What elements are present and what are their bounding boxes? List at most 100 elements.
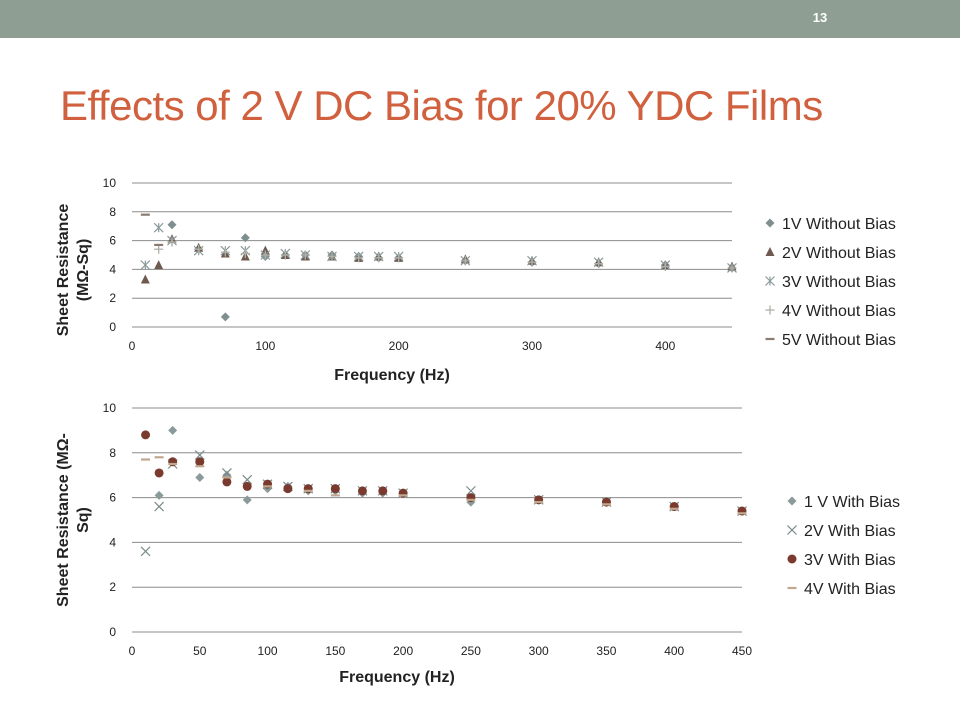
x-tick-label: 200 <box>389 339 409 353</box>
series-5 <box>140 213 164 247</box>
data-point <box>594 259 604 269</box>
y-tick-label: 10 <box>103 176 117 190</box>
legend-marker <box>765 305 775 315</box>
legend-entry: 3V Without Bias <box>782 274 896 291</box>
series-2 <box>140 450 747 557</box>
legend-entry: 3V With Bias <box>804 552 896 569</box>
legend-marker <box>787 554 797 564</box>
series-1 <box>167 220 737 322</box>
y-tick-label: 4 <box>109 535 116 549</box>
x-tick-label: 0 <box>129 339 136 353</box>
series-3 <box>140 222 737 273</box>
data-point <box>727 263 737 273</box>
series-3 <box>141 430 747 516</box>
data-point <box>242 481 252 491</box>
y-tick-label: 8 <box>109 446 116 460</box>
data-point <box>194 244 204 254</box>
y-axis-title: Sheet Resistance <box>55 204 72 337</box>
legend-entry: 2V With Bias <box>804 523 896 540</box>
x-tick-label: 150 <box>325 644 345 658</box>
data-point <box>154 501 165 512</box>
data-point <box>195 472 205 482</box>
data-point <box>221 468 232 478</box>
data-point <box>283 484 293 494</box>
data-point <box>280 250 290 260</box>
data-point <box>527 257 537 267</box>
y-axis-title: Sheet Resistance (MΩ- <box>55 433 72 607</box>
y-tick-label: 2 <box>109 291 116 305</box>
series-2 <box>140 234 737 284</box>
data-point <box>240 233 250 243</box>
data-point <box>242 495 252 505</box>
x-tick-label: 350 <box>596 644 616 658</box>
data-point <box>242 474 253 485</box>
slide-title: Effects of 2 V DC Bias for 20% YDC Films <box>60 82 823 129</box>
data-point <box>260 250 270 260</box>
x-tick-label: 450 <box>732 644 752 658</box>
x-axis-title: Frequency (Hz) <box>334 367 450 384</box>
legend-marker <box>765 276 775 286</box>
legend-marker <box>787 496 797 506</box>
data-point <box>660 262 670 272</box>
data-point <box>394 253 404 263</box>
x-axis-title: Frequency (Hz) <box>339 669 455 686</box>
data-point <box>141 430 151 440</box>
legend-entry: 4V Without Bias <box>782 303 896 320</box>
data-point <box>220 247 230 257</box>
y-axis-title: (MΩ-Sq) <box>75 239 92 302</box>
x-tick-label: 300 <box>529 644 549 658</box>
data-point <box>465 485 476 496</box>
legend-marker <box>787 525 797 535</box>
data-point <box>195 457 205 467</box>
data-point <box>330 484 340 494</box>
x-tick-label: 400 <box>655 339 675 353</box>
y-tick-label: 0 <box>109 320 116 334</box>
legend-entry: 1 V With Bias <box>804 494 900 511</box>
data-point <box>154 260 164 270</box>
legend-entry: 1V Without Bias <box>782 216 896 233</box>
data-point <box>154 468 164 478</box>
slide-number: 13 <box>812 10 828 25</box>
data-point <box>168 425 178 435</box>
x-tick-label: 250 <box>461 644 481 658</box>
x-tick-label: 100 <box>255 339 275 353</box>
data-point <box>374 253 384 263</box>
x-tick-label: 0 <box>129 644 136 658</box>
x-tick-label: 400 <box>664 644 684 658</box>
data-point <box>220 312 230 322</box>
x-tick-label: 200 <box>393 644 413 658</box>
y-tick-label: 8 <box>109 205 116 219</box>
data-point <box>140 260 151 271</box>
y-tick-label: 0 <box>109 625 116 639</box>
data-point <box>357 486 367 496</box>
data-point <box>460 256 470 266</box>
legend-entry: 4V With Bias <box>804 581 896 598</box>
top-bar: 13 <box>0 0 960 38</box>
y-tick-label: 6 <box>109 491 116 505</box>
data-point <box>167 220 177 230</box>
y-tick-label: 6 <box>109 234 116 248</box>
data-point <box>167 237 177 247</box>
data-point <box>354 253 364 263</box>
data-point <box>378 486 388 496</box>
legend-marker <box>765 247 775 256</box>
y-tick-label: 10 <box>103 401 117 415</box>
data-point <box>194 450 205 460</box>
legend-marker <box>765 218 775 228</box>
data-point <box>300 250 310 260</box>
data-point <box>153 222 164 233</box>
y-tick-label: 2 <box>109 580 116 594</box>
series-4 <box>154 237 737 273</box>
data-point <box>327 251 337 261</box>
data-point <box>240 249 250 259</box>
x-tick-label: 100 <box>258 644 278 658</box>
data-point <box>154 490 164 500</box>
y-tick-label: 4 <box>109 262 116 276</box>
x-tick-label: 50 <box>193 644 207 658</box>
series-4 <box>141 456 747 515</box>
data-point <box>154 244 164 254</box>
data-point <box>222 477 232 487</box>
